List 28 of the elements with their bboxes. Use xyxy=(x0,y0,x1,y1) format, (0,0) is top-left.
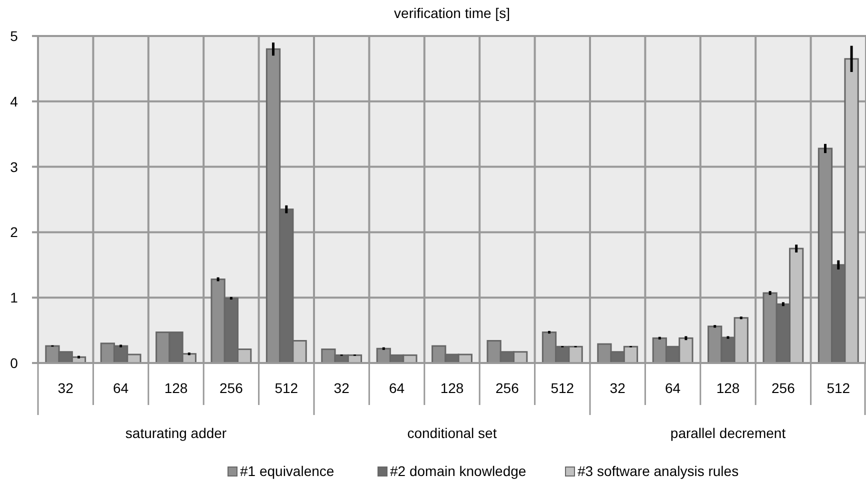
y-tick-label: 3 xyxy=(10,158,18,175)
x-tick-label: 32 xyxy=(334,380,350,396)
x-tick-label: 128 xyxy=(440,380,464,396)
y-tick-label: 1 xyxy=(10,290,18,306)
x-tick-label: 256 xyxy=(496,380,520,396)
x-tick-label: 64 xyxy=(113,380,129,396)
x-tick-label: 256 xyxy=(220,380,244,396)
x-tick-label: 128 xyxy=(164,380,188,396)
x-tick-label: 512 xyxy=(550,380,574,396)
x-tick-label: 32 xyxy=(610,380,626,396)
x-tick-label: 256 xyxy=(772,380,796,396)
chart-title: verification time [s] xyxy=(394,5,510,21)
x-tick-label: 512 xyxy=(274,380,298,396)
x-tick-label: 32 xyxy=(58,380,74,396)
legend-label: #1 equivalence xyxy=(240,463,334,479)
y-tick-label: 2 xyxy=(10,224,18,240)
legend-label: #3 software analysis rules xyxy=(578,463,739,479)
y-tick-label: 0 xyxy=(10,355,18,371)
text: saturating adder xyxy=(125,425,227,441)
text: conditional set xyxy=(407,425,497,441)
x-tick-label: 64 xyxy=(389,380,405,396)
y-tick-label: 4 xyxy=(10,93,18,110)
y-tick-label: 5 xyxy=(10,28,18,44)
text: parallel decrement xyxy=(670,425,786,441)
legend-label: #2 domain knowledge xyxy=(390,463,526,479)
x-tick-label: 512 xyxy=(826,380,850,396)
x-tick-label: 64 xyxy=(665,380,681,396)
x-tick-label: 128 xyxy=(716,380,740,396)
